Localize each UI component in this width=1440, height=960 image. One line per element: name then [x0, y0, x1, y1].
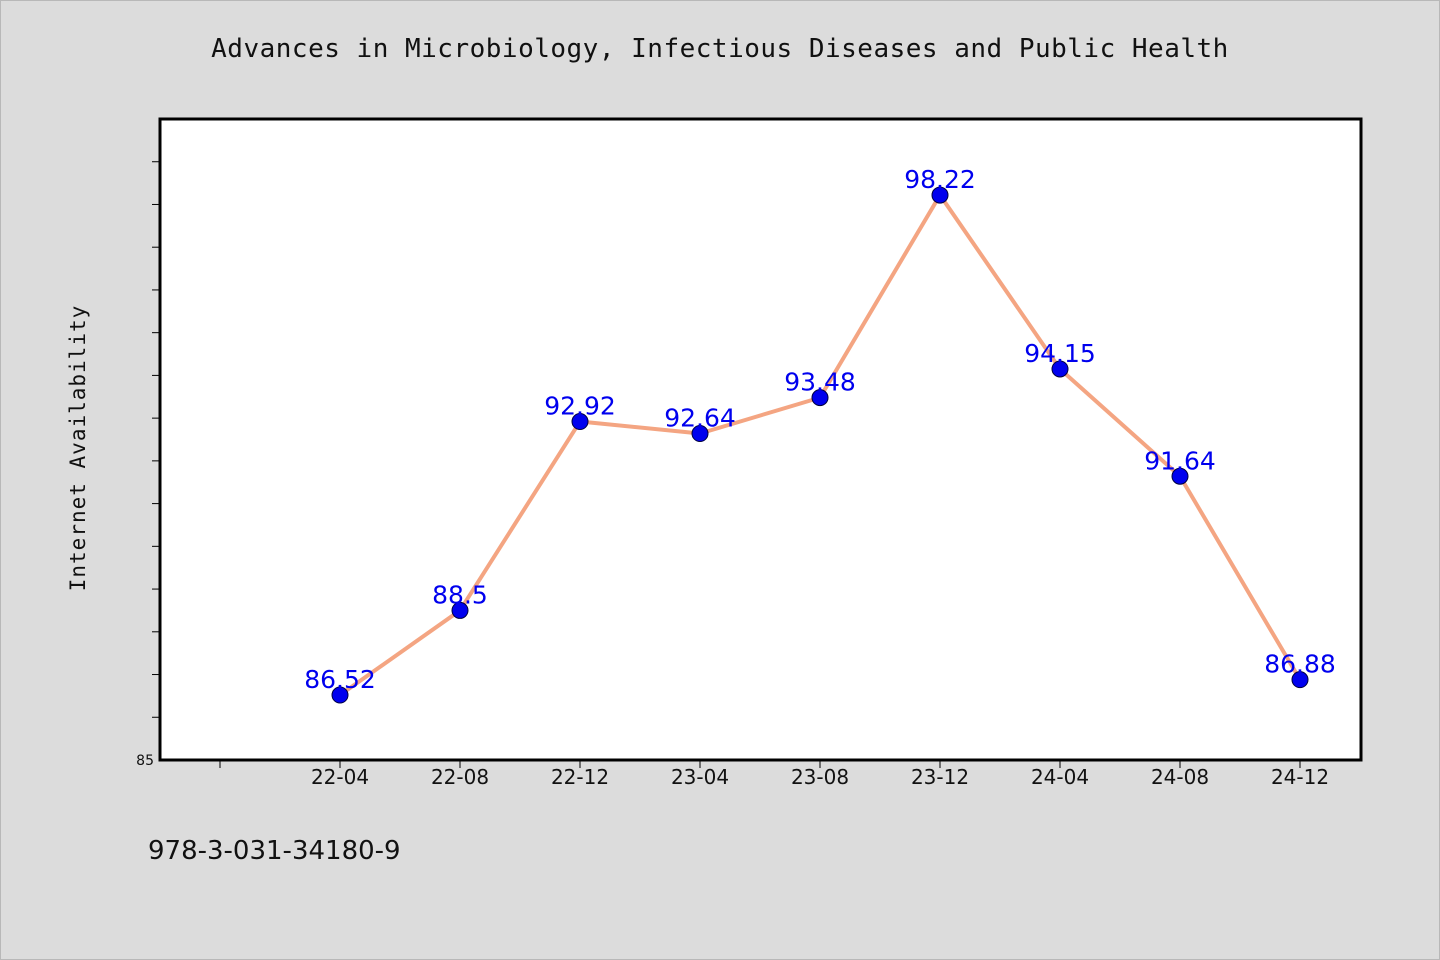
y-axis-ticks: 85	[136, 161, 160, 769]
chart-title: Advances in Microbiology, Infectious Dis…	[211, 34, 1229, 64]
data-point	[571, 413, 589, 431]
series-layer: 86.52 88.5 92.92 92.64 93.48 98.22 94.15 91.64 8…	[304, 165, 1336, 704]
data-label: 92.92	[544, 392, 616, 421]
data-point	[451, 601, 469, 619]
data-label: 91.64	[1144, 446, 1216, 475]
x-tick-label: 23-04	[671, 765, 729, 789]
data-label: 98.22	[904, 165, 976, 194]
x-tick-label: 23-12	[911, 765, 969, 789]
x-tick-label: 23-08	[791, 765, 849, 789]
plot-area	[158, 117, 1363, 762]
data-point	[811, 389, 829, 407]
data-label: 88.5	[432, 580, 488, 609]
data-label: 86.88	[1264, 650, 1336, 679]
x-tick-label: 22-08	[431, 765, 489, 789]
data-label: 92.64	[664, 404, 736, 433]
data-point	[691, 425, 709, 443]
x-tick-label: 22-04	[311, 765, 369, 789]
x-axis-ticks: 22-04 22-08 22-12 23-04 23-08 23-12 24-04 24-08…	[219, 760, 1329, 789]
data-point	[1291, 671, 1309, 689]
x-tick-label: 22-12	[551, 765, 609, 789]
data-point	[331, 686, 349, 704]
y-tick-label: 85	[136, 753, 154, 769]
data-point	[931, 186, 949, 204]
data-label: 86.52	[304, 665, 376, 694]
data-point	[1051, 360, 1069, 378]
data-point	[1171, 467, 1189, 485]
x-tick-label: 24-12	[1271, 765, 1329, 789]
data-label: 93.48	[784, 368, 856, 397]
x-tick-label: 24-04	[1031, 765, 1089, 789]
x-tick-label: 24-08	[1151, 765, 1209, 789]
isbn-footnote: 978-3-031-34180-9	[148, 836, 401, 866]
data-label: 94.15	[1024, 339, 1096, 368]
